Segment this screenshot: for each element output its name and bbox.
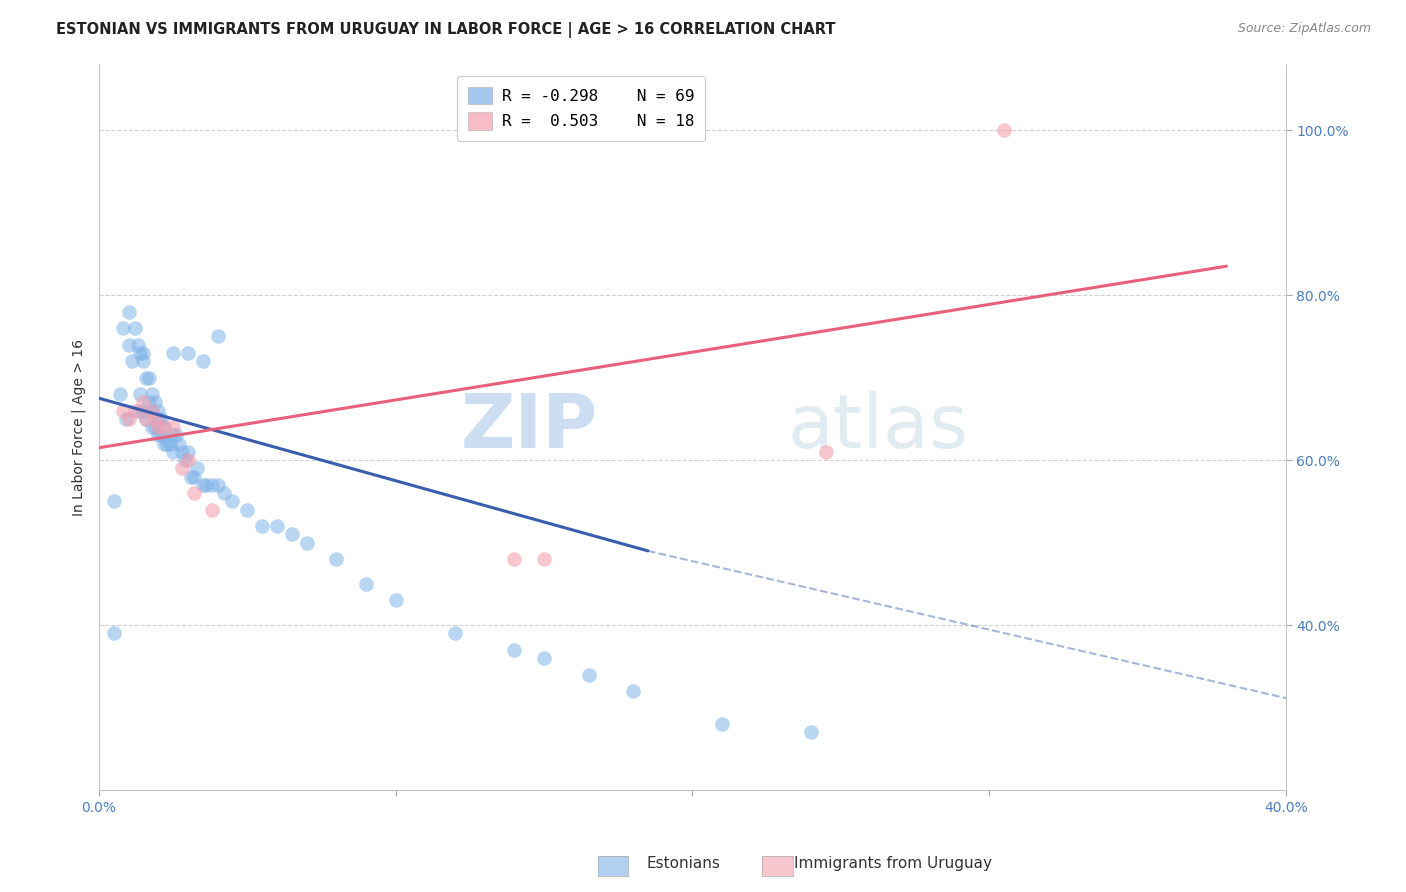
Text: Immigrants from Uruguay: Immigrants from Uruguay xyxy=(794,856,993,871)
Point xyxy=(127,403,149,417)
Point xyxy=(103,494,125,508)
Point xyxy=(993,123,1015,137)
Point xyxy=(114,412,136,426)
Point xyxy=(191,354,214,368)
Point xyxy=(236,502,259,516)
Point xyxy=(117,337,139,351)
Point xyxy=(578,667,600,681)
Point xyxy=(162,420,184,434)
Point xyxy=(207,478,229,492)
Point xyxy=(159,436,181,450)
Point xyxy=(814,445,837,459)
Point xyxy=(138,395,160,409)
Text: ESTONIAN VS IMMIGRANTS FROM URUGUAY IN LABOR FORCE | AGE > 16 CORRELATION CHART: ESTONIAN VS IMMIGRANTS FROM URUGUAY IN L… xyxy=(56,22,835,38)
Point xyxy=(141,403,163,417)
Text: Source: ZipAtlas.com: Source: ZipAtlas.com xyxy=(1237,22,1371,36)
Point xyxy=(156,436,179,450)
Point xyxy=(141,420,163,434)
Point xyxy=(621,684,644,698)
Point xyxy=(135,412,157,426)
Point xyxy=(143,412,166,426)
Point xyxy=(121,354,143,368)
Point xyxy=(124,321,146,335)
Point xyxy=(711,717,734,731)
Point xyxy=(148,420,170,434)
Point xyxy=(174,453,197,467)
Point xyxy=(503,643,526,657)
Point xyxy=(132,395,155,409)
Point xyxy=(201,478,224,492)
Point xyxy=(533,552,555,566)
Point xyxy=(135,370,157,384)
Point xyxy=(194,478,217,492)
Point xyxy=(150,412,173,426)
Point xyxy=(135,412,157,426)
Point xyxy=(533,651,555,665)
Point xyxy=(103,626,125,640)
Point xyxy=(201,502,224,516)
Point xyxy=(150,428,173,442)
Point xyxy=(444,626,467,640)
Point xyxy=(167,436,190,450)
Text: Estonians: Estonians xyxy=(647,856,721,871)
Point xyxy=(132,354,155,368)
Point xyxy=(143,395,166,409)
Point xyxy=(180,469,202,483)
Point xyxy=(183,486,205,500)
Point xyxy=(207,329,229,343)
Point xyxy=(384,593,406,607)
Point xyxy=(800,725,823,739)
Point xyxy=(186,461,208,475)
Point xyxy=(212,486,235,500)
Point xyxy=(177,453,200,467)
Point xyxy=(153,420,176,434)
Point xyxy=(138,370,160,384)
Point xyxy=(148,412,170,426)
Point xyxy=(325,552,347,566)
Point xyxy=(162,445,184,459)
Point xyxy=(503,552,526,566)
Point xyxy=(295,535,318,549)
Point xyxy=(117,412,139,426)
Legend: R = -0.298    N = 69, R =  0.503    N = 18: R = -0.298 N = 69, R = 0.503 N = 18 xyxy=(457,76,706,141)
Point xyxy=(127,337,149,351)
Point xyxy=(153,420,176,434)
Point xyxy=(132,403,155,417)
Point xyxy=(129,387,152,401)
Point xyxy=(124,403,146,417)
Point xyxy=(162,428,184,442)
Text: atlas: atlas xyxy=(787,391,969,464)
Point xyxy=(111,403,134,417)
Y-axis label: In Labor Force | Age > 16: In Labor Force | Age > 16 xyxy=(72,339,86,516)
Point xyxy=(177,445,200,459)
Point xyxy=(354,577,377,591)
Point xyxy=(165,428,187,442)
Point xyxy=(250,519,273,533)
Point xyxy=(170,445,193,459)
Point xyxy=(148,428,170,442)
Point xyxy=(129,346,152,360)
Point xyxy=(153,436,176,450)
Point xyxy=(191,478,214,492)
Point xyxy=(183,469,205,483)
Point xyxy=(108,387,131,401)
Point xyxy=(143,420,166,434)
Point xyxy=(117,304,139,318)
Point xyxy=(132,346,155,360)
Point xyxy=(177,346,200,360)
Text: ZIP: ZIP xyxy=(460,391,598,464)
Point xyxy=(170,461,193,475)
Point xyxy=(141,387,163,401)
Point xyxy=(162,346,184,360)
Point xyxy=(281,527,304,541)
Point xyxy=(148,403,170,417)
Point xyxy=(221,494,243,508)
Point xyxy=(141,403,163,417)
Point xyxy=(111,321,134,335)
Point xyxy=(266,519,288,533)
